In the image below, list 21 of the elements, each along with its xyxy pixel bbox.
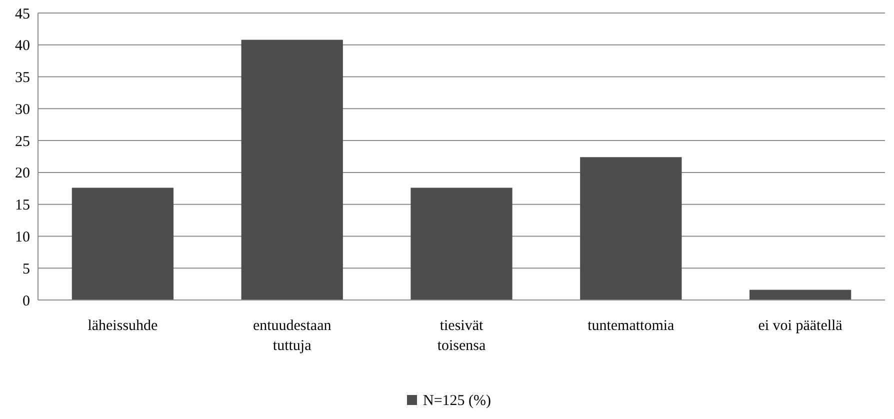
y-tick-label: 25: [15, 134, 30, 150]
x-tick-label: tuntemattomia: [588, 318, 675, 334]
y-tick-label: 40: [15, 38, 30, 54]
y-tick-label: 35: [15, 70, 30, 86]
bar: [72, 188, 174, 300]
y-tick-label: 5: [22, 261, 30, 278]
bar: [580, 157, 682, 300]
y-tick-label: 0: [22, 293, 30, 310]
y-tick-label: 45: [15, 6, 30, 22]
x-tick-label: entuudestaan tuttuja: [252, 318, 332, 354]
legend-label: N=125 (%): [423, 393, 492, 409]
bar: [241, 40, 343, 300]
y-tick-label: 30: [15, 102, 30, 118]
y-tick-label: 10: [15, 229, 30, 246]
x-tick-label: ei voi päätellä: [758, 318, 843, 334]
x-tick-label: tiesivät toisensa: [437, 318, 486, 354]
y-tick-label: 20: [15, 166, 30, 182]
bar: [410, 188, 512, 300]
y-tick-label: 15: [15, 198, 30, 214]
bar: [749, 290, 852, 300]
x-tick-label: läheissuhde: [88, 318, 158, 334]
